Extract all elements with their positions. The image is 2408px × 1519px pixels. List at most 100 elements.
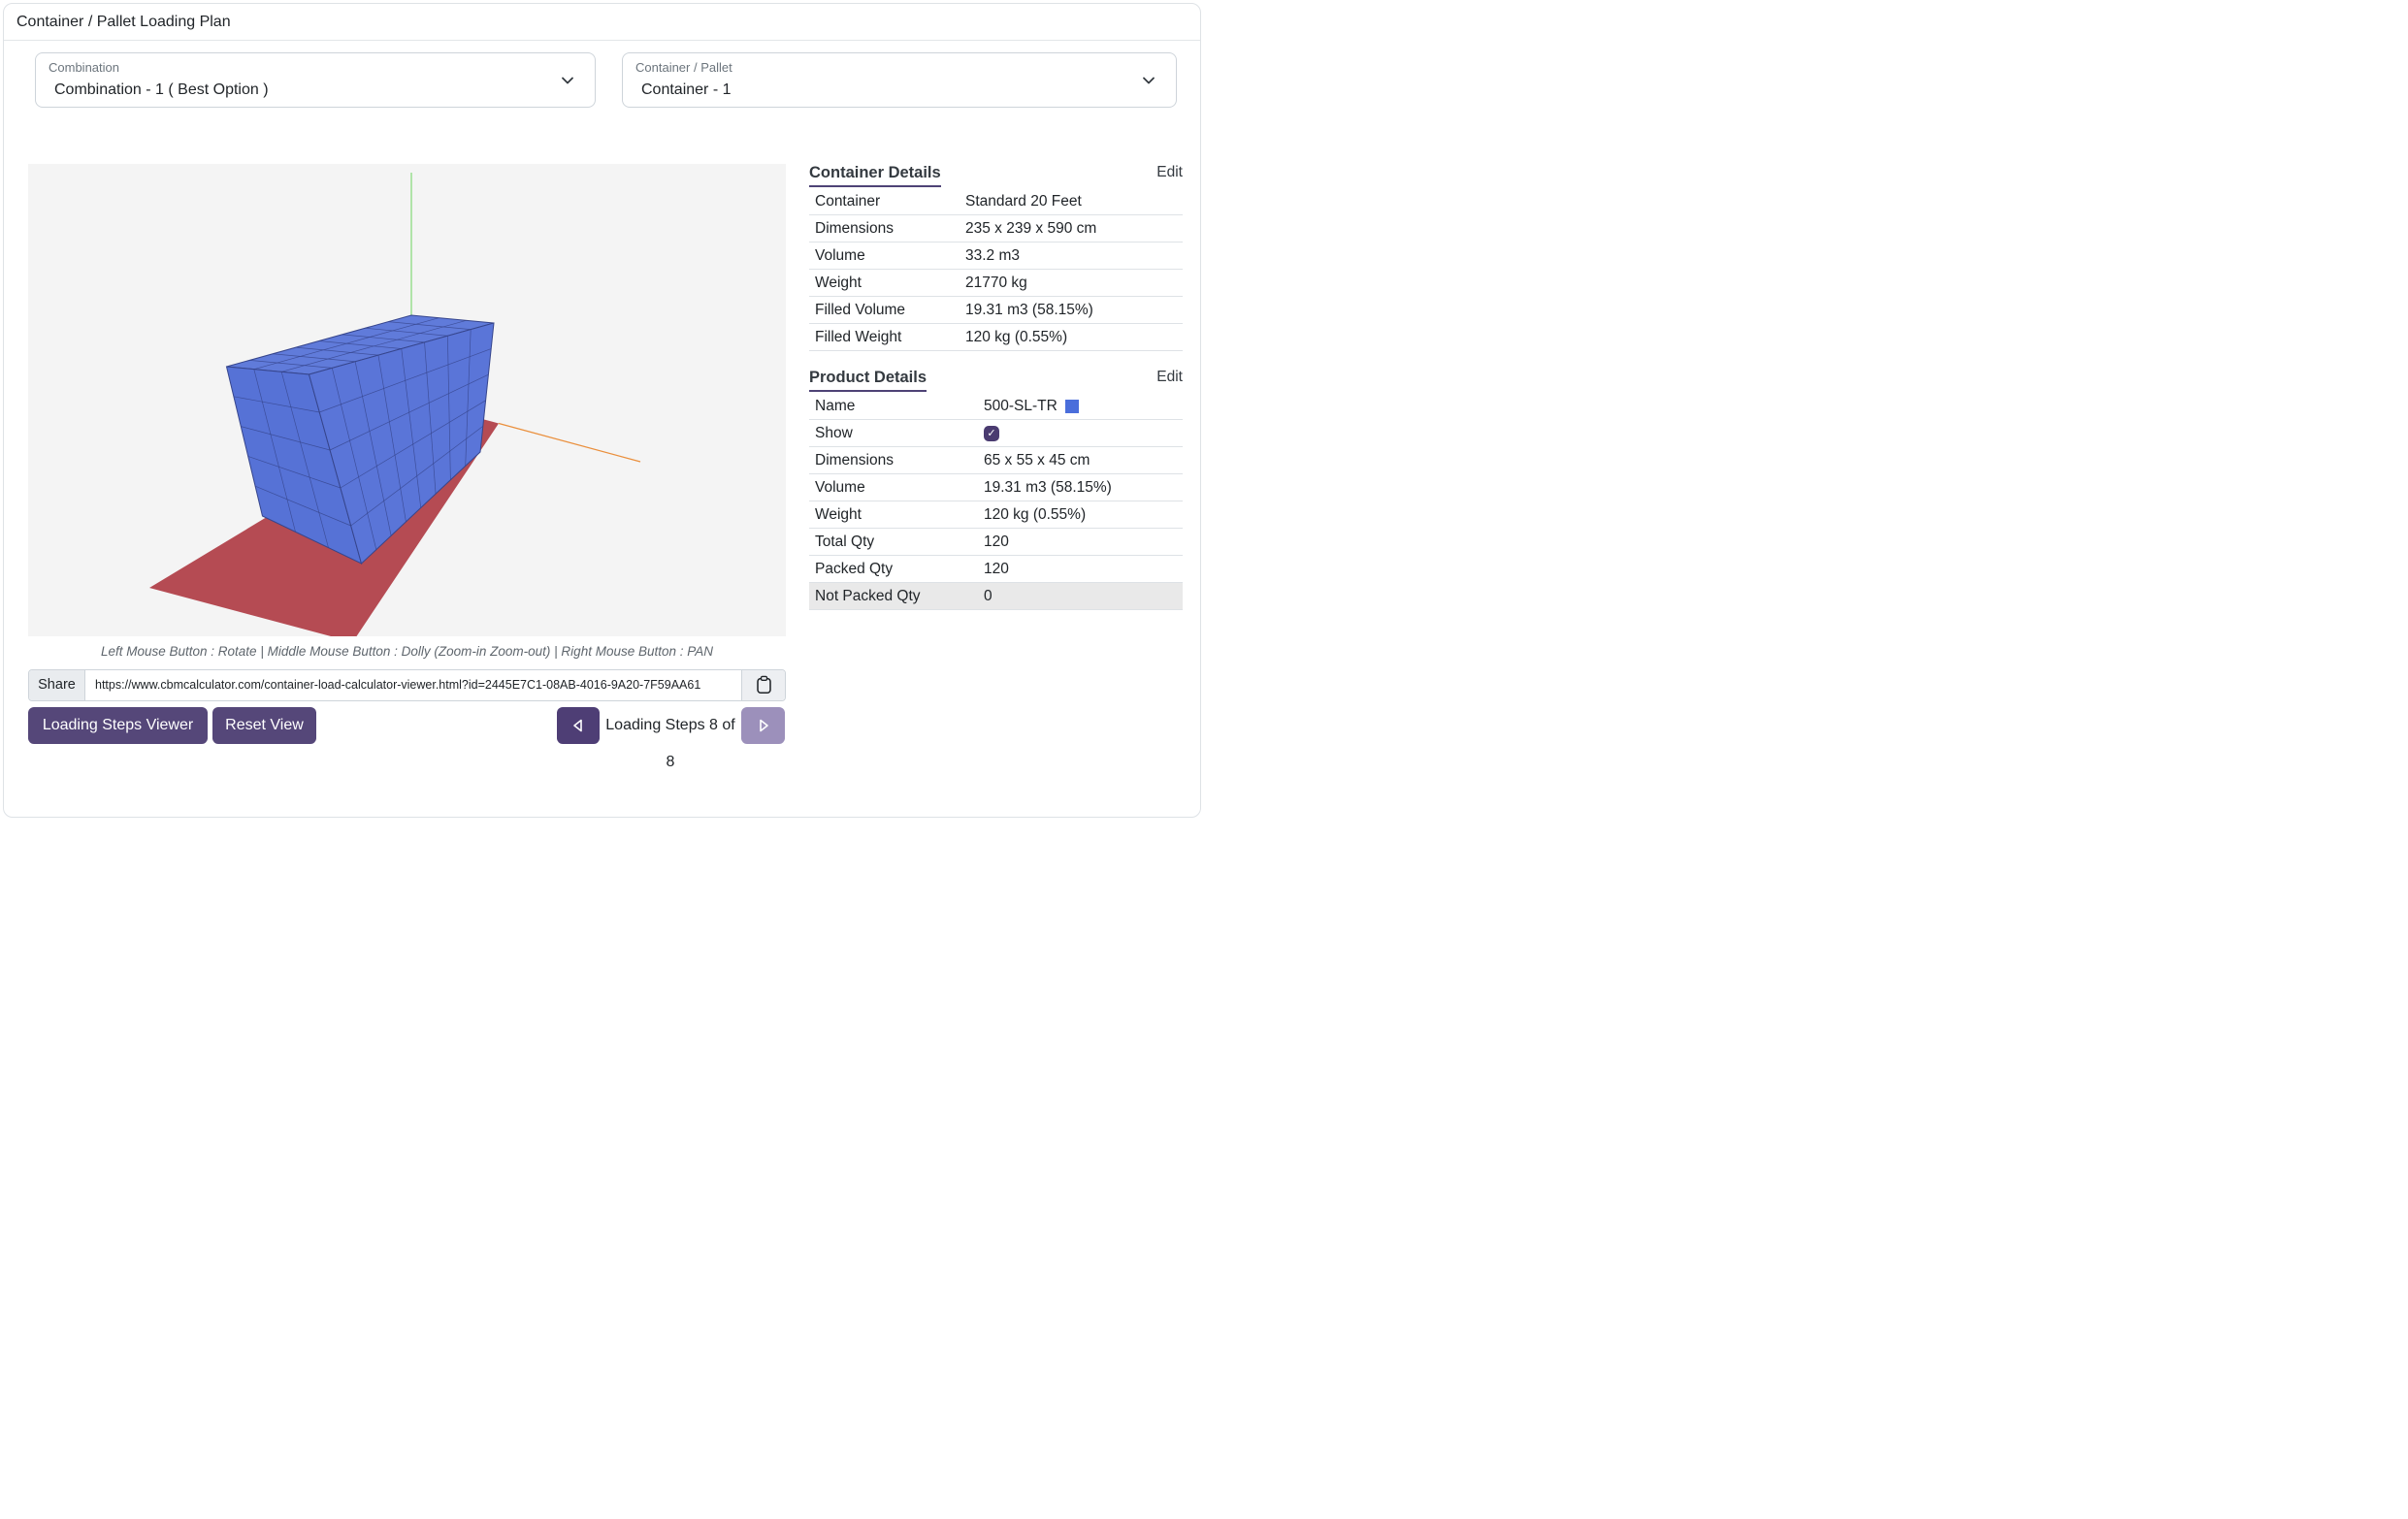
- row-label: Show: [815, 424, 853, 441]
- share-url-field[interactable]: https://www.cbmcalculator.com/container-…: [85, 670, 741, 700]
- row-value: 65 x 55 x 45 cm: [984, 452, 1183, 469]
- previous-step-button[interactable]: [557, 707, 600, 744]
- row-value-text: 500-SL-TR: [984, 397, 1058, 414]
- combination-label: Combination: [49, 60, 119, 75]
- product-color-swatch: [1064, 399, 1079, 413]
- row-value-text: 120 kg (0.55%): [965, 328, 1068, 345]
- box-grid-line: [340, 400, 486, 489]
- triangle-left-icon: [573, 719, 582, 732]
- box-grid-line: [354, 361, 392, 536]
- box-grid-line: [241, 426, 331, 451]
- row-value: 19.31 m3 (58.15%): [965, 302, 1183, 319]
- container-pallet-value: Container - 1: [641, 81, 732, 98]
- row-value: Standard 20 Feet: [965, 193, 1183, 210]
- detail-row: Weight 120 kg (0.55%): [809, 501, 1183, 529]
- box-grid-line: [253, 369, 296, 533]
- container-pallet-label: Container / Pallet: [635, 60, 732, 75]
- row-value-text: Standard 20 Feet: [965, 192, 1082, 210]
- combination-value: Combination - 1 ( Best Option ): [54, 81, 269, 98]
- row-label: Packed Qty: [815, 560, 894, 577]
- product-details-edit-link[interactable]: Edit: [1156, 369, 1183, 385]
- copy-url-button[interactable]: [741, 670, 785, 700]
- row-value-text: 120: [984, 560, 1009, 577]
- product-details-title: Product Details: [809, 369, 927, 392]
- row-label: Filled Volume: [815, 301, 906, 318]
- row-value-text: 0: [984, 587, 992, 604]
- row-value: 33.2 m3: [965, 247, 1183, 265]
- container-details-header: Container Details Edit: [809, 164, 1183, 187]
- box-grid-line: [329, 373, 489, 451]
- row-value: 120 kg (0.55%): [965, 329, 1183, 346]
- box-grid-line: [377, 355, 407, 522]
- box-grid-line: [281, 319, 467, 372]
- detail-row: Filled Volume 19.31 m3 (58.15%): [809, 297, 1183, 324]
- container-details-edit-link[interactable]: Edit: [1156, 164, 1183, 180]
- box-grid-line: [318, 340, 402, 349]
- row-label: Volume: [815, 478, 865, 496]
- container-pallet-select[interactable]: Container / Pallet Container - 1: [622, 52, 1177, 108]
- row-value-text: 235 x 239 x 590 cm: [965, 219, 1097, 237]
- row-label: Total Qty: [815, 533, 875, 550]
- detail-row: Total Qty 120: [809, 529, 1183, 556]
- row-label: Dimensions: [815, 219, 894, 237]
- row-label: Not Packed Qty: [815, 587, 921, 604]
- box-grid-line: [388, 321, 472, 330]
- row-value: 120: [984, 561, 1183, 578]
- box-grid-line: [319, 348, 492, 413]
- container-details-table: Container Standard 20 Feet Dimensions 235 x…: [809, 188, 1183, 351]
- row-label: Volume: [815, 246, 865, 264]
- row-value: 235 x 239 x 590 cm: [965, 220, 1183, 238]
- row-label: Filled Weight: [815, 328, 902, 345]
- row-label: Weight: [815, 274, 862, 291]
- detail-row: Volume 19.31 m3 (58.15%): [809, 474, 1183, 501]
- row-value-text: 120: [984, 533, 1009, 550]
- box-grid-line: [447, 336, 451, 480]
- 3d-viewport[interactable]: [28, 164, 786, 636]
- next-step-button[interactable]: [741, 707, 785, 744]
- container-details-title: Container Details: [809, 164, 941, 187]
- row-value: 19.31 m3 (58.15%): [984, 479, 1183, 497]
- row-value-text: 19.31 m3 (58.15%): [965, 301, 1093, 318]
- detail-row: Packed Qty 120: [809, 556, 1183, 583]
- app-card: Container / Pallet Loading Plan Combinat…: [3, 3, 1201, 818]
- box-grid-line: [233, 396, 320, 413]
- details-panel: Container Details Edit Container Standard…: [809, 164, 1183, 610]
- row-value-text: 19.31 m3 (58.15%): [984, 478, 1112, 496]
- box-grid-line: [249, 360, 333, 369]
- box-grid-line: [350, 426, 484, 527]
- chevron-down-icon: [562, 77, 573, 83]
- 3d-scene: [149, 173, 641, 636]
- box-grid-line: [253, 317, 439, 371]
- detail-row: Weight 21770 kg: [809, 270, 1183, 297]
- mouse-hint: Left Mouse Button : Rotate | Middle Mous…: [100, 644, 714, 659]
- clipboard-icon: [756, 675, 771, 695]
- row-value-text: 21770 kg: [965, 274, 1027, 291]
- row-value-text: 33.2 m3: [965, 246, 1021, 264]
- product-details-table: Name 500-SL-TR Show ✓ Dimensions 65 x 55 x 45…: [809, 393, 1183, 610]
- detail-row: Container Standard 20 Feet: [809, 188, 1183, 215]
- detail-row: Not Packed Qty 0: [809, 583, 1183, 610]
- box-grid-line: [342, 334, 425, 343]
- box-grid-line: [401, 348, 422, 508]
- detail-row: Volume 33.2 m3: [809, 242, 1183, 270]
- page-title: Container / Pallet Loading Plan: [16, 14, 231, 30]
- loading-steps-counter: Loading Steps 8 of 8: [605, 717, 735, 770]
- row-label: Weight: [815, 505, 862, 523]
- show-product-checkbox[interactable]: ✓: [984, 425, 999, 441]
- combination-select[interactable]: Combination Combination - 1 ( Best Optio…: [35, 52, 596, 108]
- row-value-text: 65 x 55 x 45 cm: [984, 451, 1090, 469]
- row-value: ✓: [984, 425, 1183, 441]
- detail-row: Dimensions 65 x 55 x 45 cm: [809, 447, 1183, 474]
- product-details-header: Product Details Edit: [809, 369, 1183, 392]
- share-label: Share: [29, 670, 85, 700]
- box-grid-line: [365, 327, 448, 337]
- detail-row: Show ✓: [809, 420, 1183, 447]
- row-value-text: 120 kg (0.55%): [984, 505, 1087, 523]
- box-face-side: [308, 322, 495, 565]
- box-grid-line: [424, 341, 437, 495]
- box-grid-line: [254, 485, 351, 527]
- box-grid-line: [273, 353, 356, 363]
- row-label: Dimensions: [815, 451, 894, 469]
- reset-view-button[interactable]: Reset View: [212, 707, 316, 744]
- loading-steps-viewer-button[interactable]: Loading Steps Viewer: [28, 707, 208, 744]
